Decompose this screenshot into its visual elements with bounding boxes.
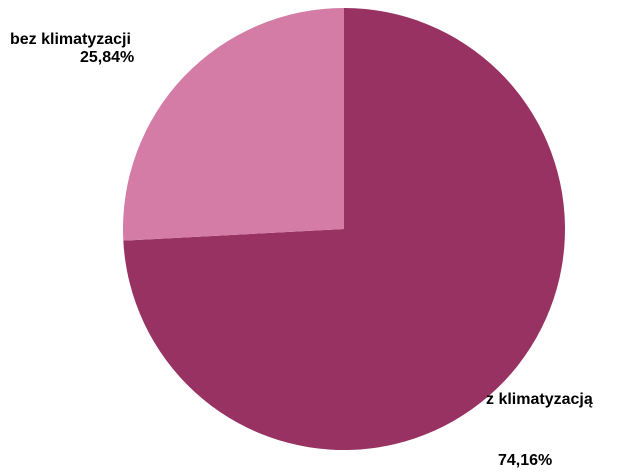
slice-label-z-klimatyzacja: z klimatyzacją [486, 391, 593, 408]
pie-slices [123, 8, 566, 450]
slice-value-z-klimatyzacja: 74,16% [498, 452, 552, 469]
slice-value-bez-klimatyzacji: 25,84% [80, 49, 134, 66]
pie-slice-z-klimatyzacja [123, 8, 566, 450]
slice-label-bez-klimatyzacji: bez klimatyzacji [10, 31, 131, 48]
pie-slice-bez-klimatyzacji [123, 8, 345, 241]
